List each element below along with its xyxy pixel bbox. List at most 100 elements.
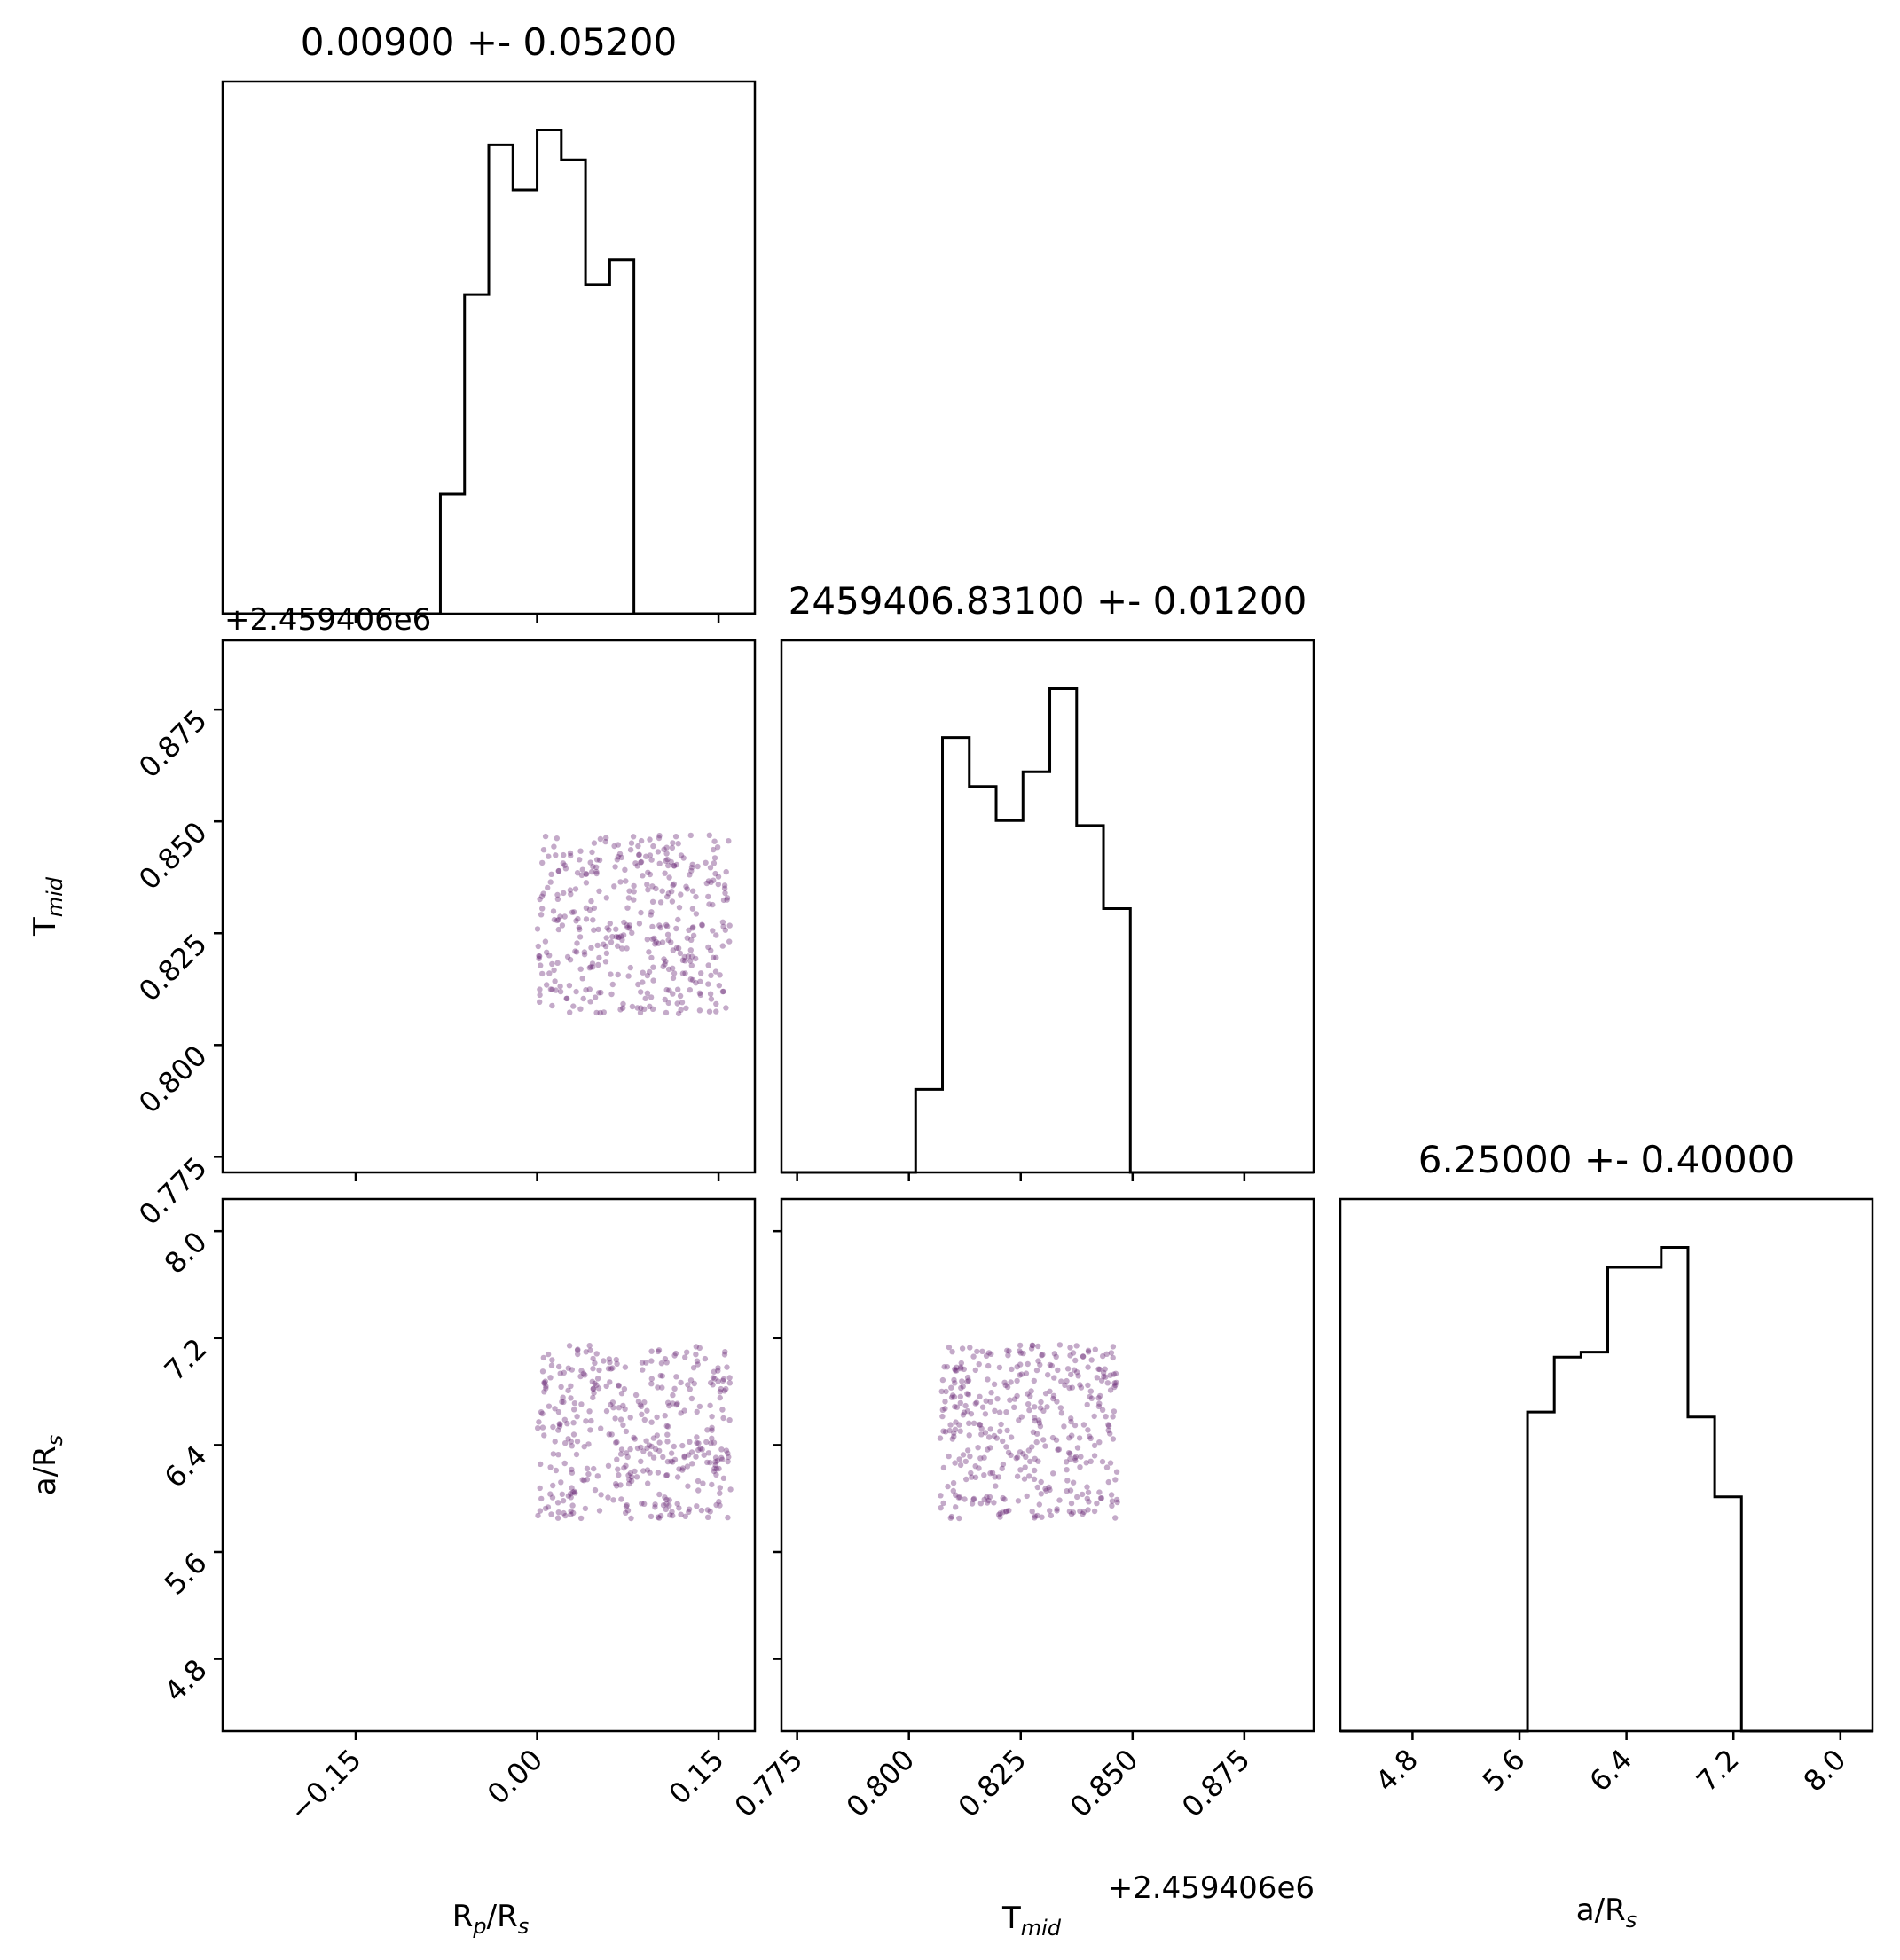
scatter-point (569, 1485, 575, 1491)
scatter-point (1040, 1407, 1047, 1415)
scatter-point (953, 1419, 959, 1425)
scatter-point (623, 1509, 629, 1517)
scatter-point (1037, 1405, 1044, 1411)
scatter-point (1017, 1342, 1024, 1349)
scatter-point (607, 921, 613, 927)
scatter-point (1099, 1407, 1106, 1414)
scatter-point (704, 1459, 711, 1466)
scatter-point (1025, 1447, 1032, 1454)
x-offset-label-tmid: +2.459406e6 (1108, 1870, 1315, 1906)
scatter-point (717, 1394, 723, 1401)
scatter-point (569, 1470, 576, 1476)
scatter-point (707, 865, 714, 871)
scatter-point (639, 1360, 646, 1366)
scatter-point (538, 1495, 545, 1502)
scatter-point (639, 1411, 645, 1418)
scatter-point (680, 855, 687, 861)
scatter-point (663, 1501, 670, 1508)
scatter-point (638, 859, 644, 866)
scatter-point (554, 896, 561, 902)
scatter-point (712, 1454, 719, 1461)
scatter-point (1087, 1433, 1093, 1439)
scatter-point (1022, 1464, 1028, 1470)
scatter-point (1108, 1350, 1115, 1356)
scatter-point (724, 897, 730, 903)
scatter-point (577, 926, 583, 933)
scatter-point (1023, 1454, 1029, 1461)
scatter-point (708, 879, 714, 885)
scatter-point (613, 1483, 620, 1489)
scatter-point (569, 1443, 575, 1449)
scatter-point (956, 1515, 962, 1522)
scatter-point (1095, 1403, 1103, 1410)
scatter-point (553, 852, 559, 858)
scatter-point (1107, 1372, 1113, 1378)
scatter-point (1073, 1343, 1080, 1349)
scatter-point (1085, 1507, 1091, 1513)
scatter-point (693, 893, 699, 900)
scatter-point (694, 1503, 700, 1509)
scatter-point (555, 1427, 561, 1433)
scatter-point (564, 953, 571, 960)
scatter-point (1087, 1458, 1094, 1465)
scatter-point (587, 964, 594, 970)
scatter-point (960, 1384, 966, 1390)
scatter-point (658, 1360, 665, 1367)
scatter-point (1054, 1506, 1060, 1512)
scatter-point (581, 1478, 587, 1484)
scatter-point (590, 1366, 596, 1372)
scatter-point (695, 1478, 702, 1485)
scatter-point (573, 918, 579, 924)
scatter-point (705, 981, 711, 987)
scatter-point (1098, 1377, 1105, 1384)
scatter-point (628, 840, 635, 846)
scatter-point (1028, 1388, 1034, 1394)
scatter-point (1027, 1458, 1033, 1465)
scatter-point (721, 882, 728, 889)
scatter-point (586, 986, 593, 992)
scatter-point (647, 1003, 653, 1010)
x-label-tmid: Tmid (1001, 1901, 1062, 1940)
scatter-point (561, 890, 567, 897)
scatter-point (688, 937, 695, 944)
scatter-point (650, 964, 656, 970)
scatter-point (589, 960, 596, 967)
scatter-point (713, 954, 719, 961)
scatter-point (656, 1439, 663, 1446)
scatter-point (690, 932, 697, 939)
scatter-point (624, 1508, 632, 1514)
scatter-point (551, 916, 558, 923)
scatter-point (603, 895, 609, 901)
scatter-point (596, 990, 602, 996)
scatter-point (1078, 1454, 1084, 1460)
scatter-point (726, 1375, 733, 1381)
scatter-point (574, 1347, 581, 1353)
scatter-point (693, 980, 699, 986)
scatter-point (1091, 1453, 1098, 1459)
scatter-point (952, 1366, 958, 1372)
scatter-point (1109, 1498, 1116, 1504)
scatter-point (558, 1479, 564, 1486)
scatter-point (665, 966, 672, 973)
scatter-point (719, 1456, 726, 1463)
scatter-point (640, 969, 646, 976)
scatter-point (575, 1351, 581, 1358)
scatter-point (708, 972, 714, 979)
scatter-point (1028, 1345, 1035, 1352)
scatter-point (590, 1385, 597, 1392)
scatter-point (949, 1349, 955, 1355)
scatter-point (978, 1431, 985, 1438)
scatter-point (937, 1435, 944, 1441)
scatter-point (652, 1504, 658, 1510)
scatter-point (957, 1462, 964, 1469)
scatter-point (554, 960, 561, 967)
scatter-point (697, 1446, 703, 1452)
scatter-point (549, 1494, 556, 1501)
scatter-point (638, 1005, 644, 1011)
scatter-point (1085, 1364, 1091, 1370)
scatter-point (542, 1505, 549, 1512)
scatter-point (941, 1364, 947, 1370)
scatter-point (705, 1450, 712, 1456)
scatter-point (679, 970, 687, 976)
scatter-point (968, 1470, 974, 1477)
